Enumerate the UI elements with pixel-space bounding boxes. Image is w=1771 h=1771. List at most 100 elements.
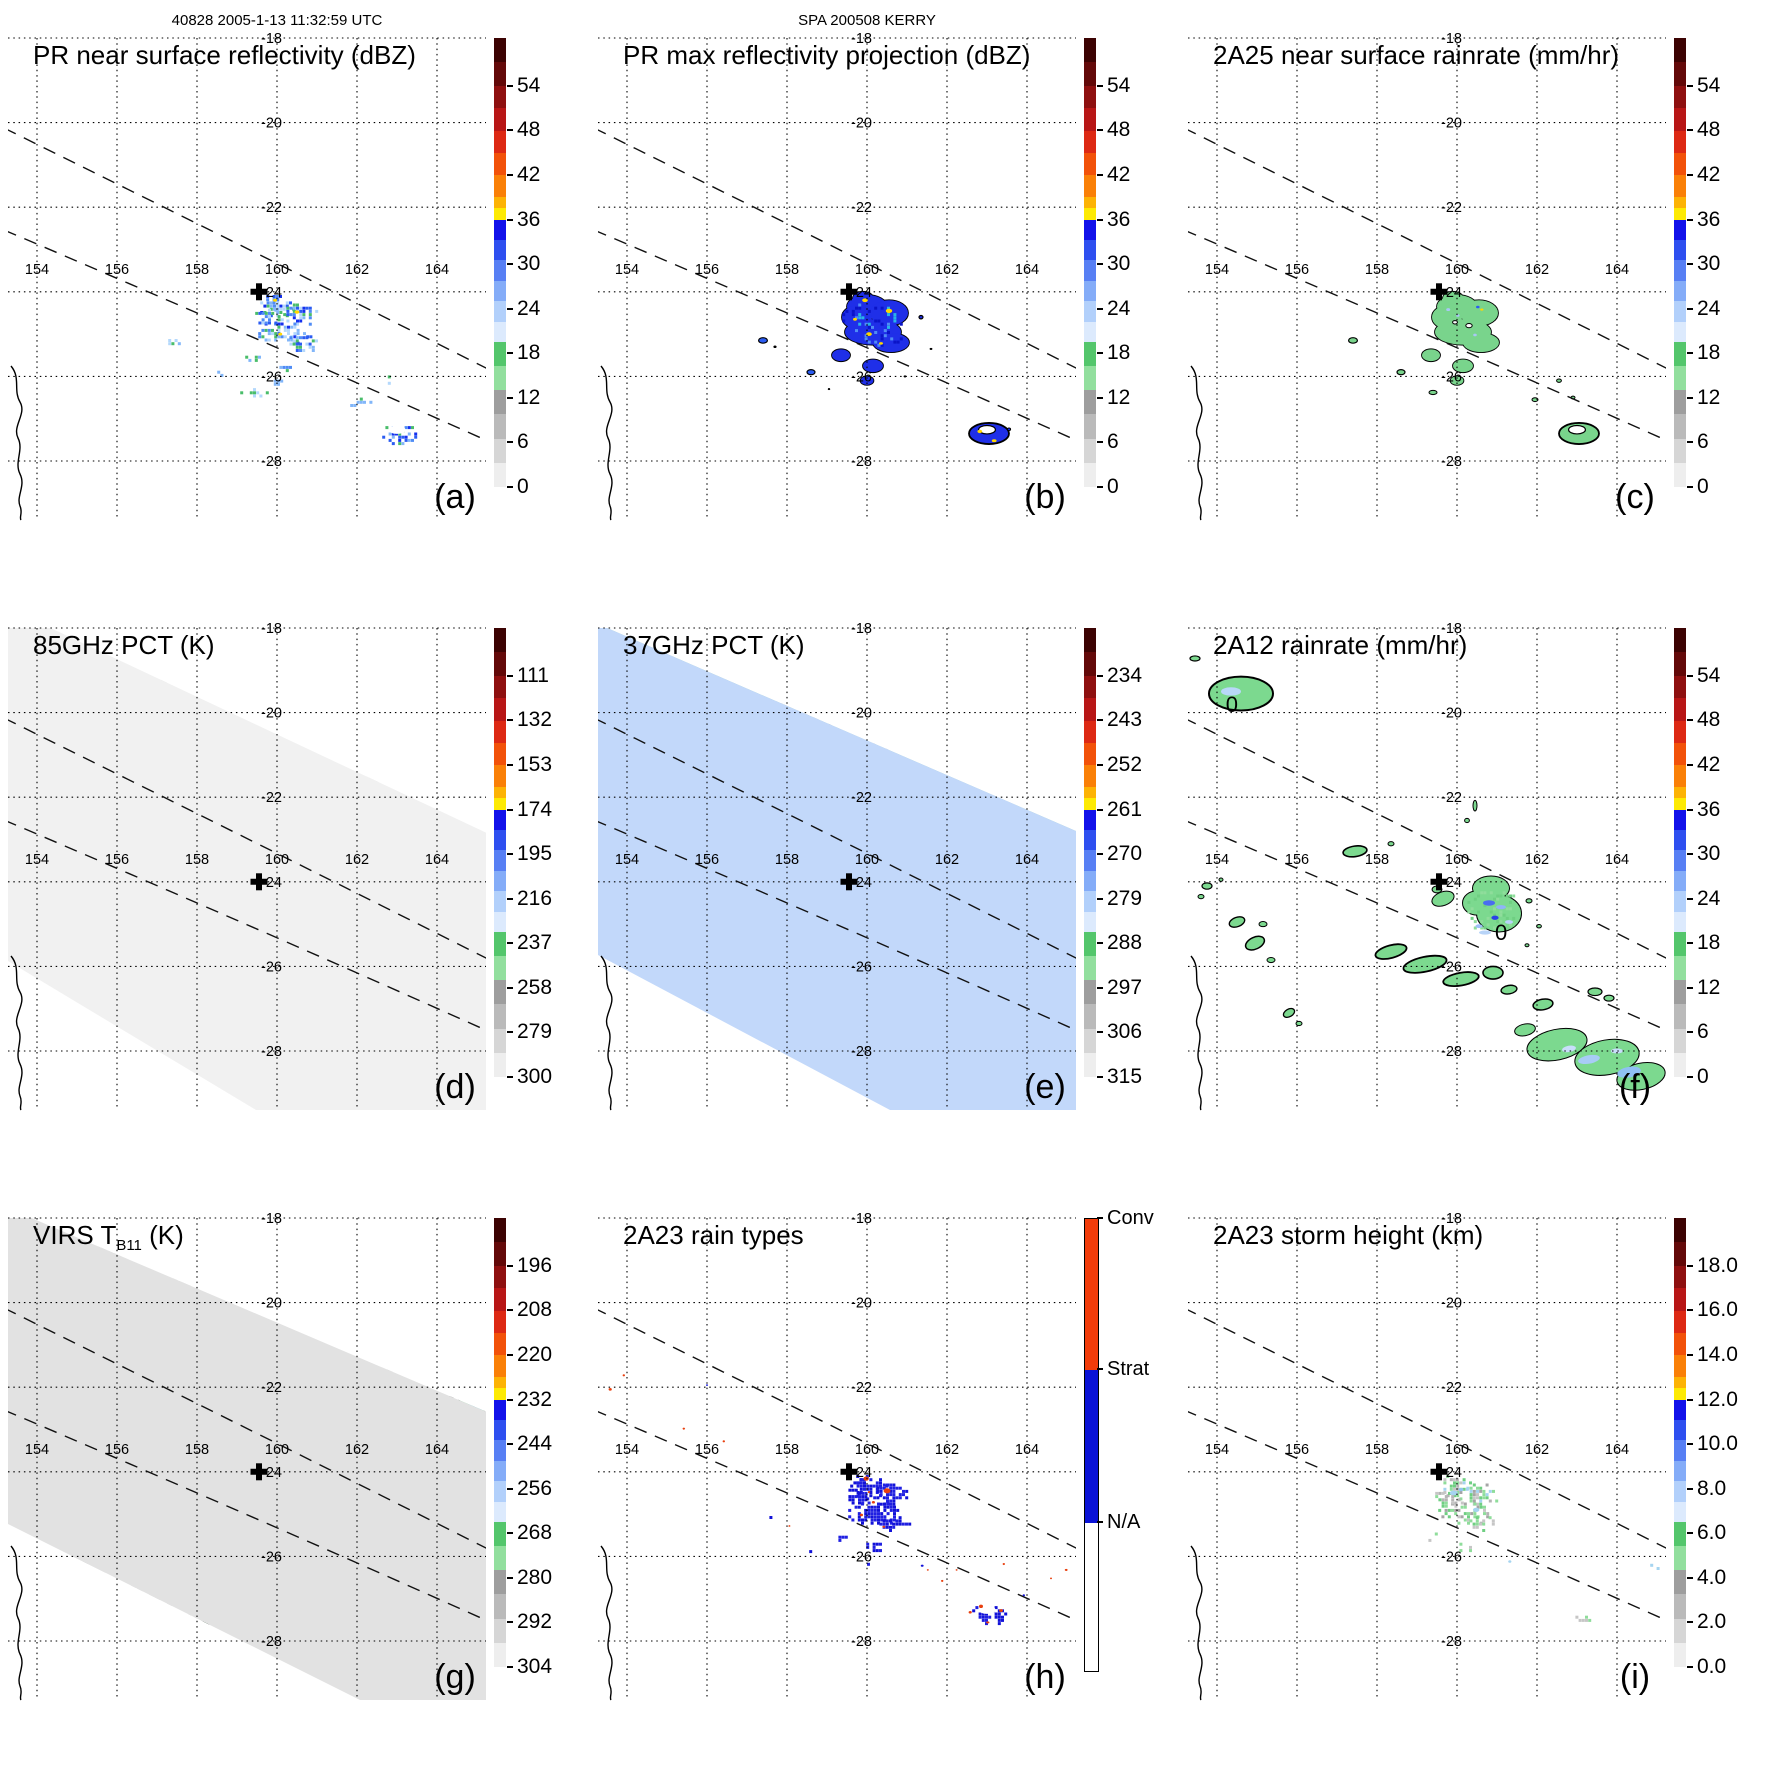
colorbar-segment — [1674, 1241, 1686, 1266]
colorbar-tickmark — [1687, 1665, 1693, 1668]
colorbar-tick-label: 18.0 — [1697, 1253, 1738, 1277]
colorbar-tick-label: 24 — [1107, 296, 1131, 320]
coastline — [600, 955, 613, 1111]
sensor-swath — [598, 628, 1076, 1110]
storm-center-cross-icon — [250, 283, 268, 301]
colorbar-segment — [1084, 1076, 1096, 1080]
colorbar-segment — [494, 1666, 506, 1670]
title-unit: (K) — [141, 1220, 184, 1250]
colorbar-tick-label: 36 — [1697, 207, 1721, 231]
colorbar-tickmark — [1687, 897, 1693, 900]
svg-text:154: 154 — [615, 852, 639, 868]
colorbar-segment — [494, 108, 506, 131]
colorbar-segment — [1084, 342, 1096, 367]
storm-pixels — [217, 370, 224, 377]
colorbar-tick-label: 18 — [517, 341, 541, 365]
map-i: 154 156 158 160 162 164-18-20-22-24-26-28(i) — [1188, 1211, 1666, 1701]
colorbar-segment — [1674, 1218, 1686, 1242]
colorbar-tick-label: 24 — [1697, 296, 1721, 320]
colorbar-segment — [494, 1642, 506, 1667]
colorbar-segment — [1674, 174, 1686, 198]
svg-text:154: 154 — [1205, 262, 1229, 278]
svg-text:158: 158 — [1365, 1442, 1389, 1458]
colorbar-segment — [1674, 152, 1686, 175]
title-text: 37GHz PCT (K) — [623, 630, 805, 660]
svg-text:164: 164 — [425, 262, 449, 278]
colorbar-segment — [494, 462, 506, 487]
colorbar-tick-label: 18 — [1697, 341, 1721, 365]
colorbar-tick-label: 292 — [517, 1610, 553, 1634]
colorbar-segment — [1674, 850, 1686, 871]
svg-text:156: 156 — [1285, 852, 1309, 868]
colorbar-tick-label: Conv — [1107, 1207, 1154, 1229]
colorbar-segment — [1674, 798, 1686, 810]
svg-text:160: 160 — [855, 262, 879, 278]
map-content — [168, 295, 418, 446]
colorbar-tickmark — [1687, 1354, 1693, 1356]
colorbar-tickmark — [1687, 853, 1693, 856]
colorbar-tickmark — [1097, 129, 1103, 132]
svg-text:164: 164 — [1015, 852, 1039, 868]
colorbar-tick-label: 252 — [1107, 753, 1143, 776]
svg-text:-28: -28 — [851, 1044, 872, 1060]
colorbar-tickmark — [507, 764, 513, 766]
colorbar-h — [1084, 1218, 1099, 1672]
colorbar-segment — [1674, 197, 1686, 209]
svg-text:-24: -24 — [851, 875, 872, 891]
colorbar-tickmark — [507, 352, 513, 355]
colorbar-segment — [494, 956, 506, 981]
title-text: 2A23 rain types — [623, 1220, 804, 1250]
colorbar-segment — [1084, 239, 1096, 261]
colorbar-segment — [494, 260, 506, 281]
panel-letter: (i) — [1620, 1658, 1650, 1696]
colorbar-segment — [1674, 1076, 1686, 1080]
svg-text:-28: -28 — [261, 1044, 282, 1060]
colorbar-a — [494, 38, 506, 490]
colorbar-tickmark — [507, 719, 513, 722]
storm-pixels — [1446, 1475, 1459, 1485]
colorbar-segment — [494, 1399, 506, 1420]
svg-text:-18: -18 — [851, 1211, 872, 1227]
svg-text:-18: -18 — [1441, 31, 1462, 47]
svg-text:164: 164 — [425, 852, 449, 868]
colorbar-tickmark — [507, 808, 513, 811]
colorbar-tick-label: 0 — [1697, 474, 1709, 498]
grid-labels: 154 156 158 160 162 164-18-20-22-24-26-28 — [615, 1211, 1039, 1650]
colorbar-segment — [494, 628, 506, 652]
colorbar-segment — [1674, 366, 1686, 391]
svg-text:162: 162 — [1525, 262, 1549, 278]
storm-pixels — [867, 1562, 870, 1566]
pr-swath-edge-lines — [598, 1309, 1076, 1621]
colorbar-tickmark — [507, 897, 513, 900]
colorbar-tickmark — [1687, 764, 1693, 766]
colorbar-segment — [1084, 61, 1096, 86]
colorbar-segment — [494, 1241, 506, 1266]
colorbar-segment — [1085, 1369, 1098, 1524]
colorbar-segment — [494, 486, 506, 490]
svg-text:-26: -26 — [851, 1549, 872, 1565]
svg-text:-20: -20 — [261, 706, 282, 722]
colorbar-segment — [1674, 809, 1686, 830]
colorbar-segment — [494, 1218, 506, 1242]
colorbar-tick-label: 208 — [517, 1298, 553, 1322]
sensor-swath — [8, 628, 486, 1110]
colorbar-tickmark — [1097, 1217, 1103, 1219]
graticule — [8, 37, 486, 520]
colorbar-segment — [494, 1265, 506, 1289]
svg-text:-26: -26 — [851, 959, 872, 975]
pr-swath-edge-lines — [8, 719, 486, 1031]
coastline — [10, 955, 23, 1111]
svg-text:156: 156 — [1285, 262, 1309, 278]
svg-text:160: 160 — [855, 1442, 879, 1458]
svg-text:-18: -18 — [851, 31, 872, 47]
colorbar-tick-label: 243 — [1107, 708, 1143, 732]
svg-text:-24: -24 — [1441, 875, 1462, 891]
colorbar-tick-label: 304 — [517, 1654, 553, 1678]
svg-text:164: 164 — [1605, 1442, 1629, 1458]
colorbar-tickmark — [1687, 174, 1693, 176]
svg-text:158: 158 — [1365, 852, 1389, 868]
colorbar-segment — [494, 1522, 506, 1547]
coastline — [1190, 365, 1203, 521]
colorbar-segment — [1674, 1522, 1686, 1547]
colorbar-segment — [494, 130, 506, 153]
